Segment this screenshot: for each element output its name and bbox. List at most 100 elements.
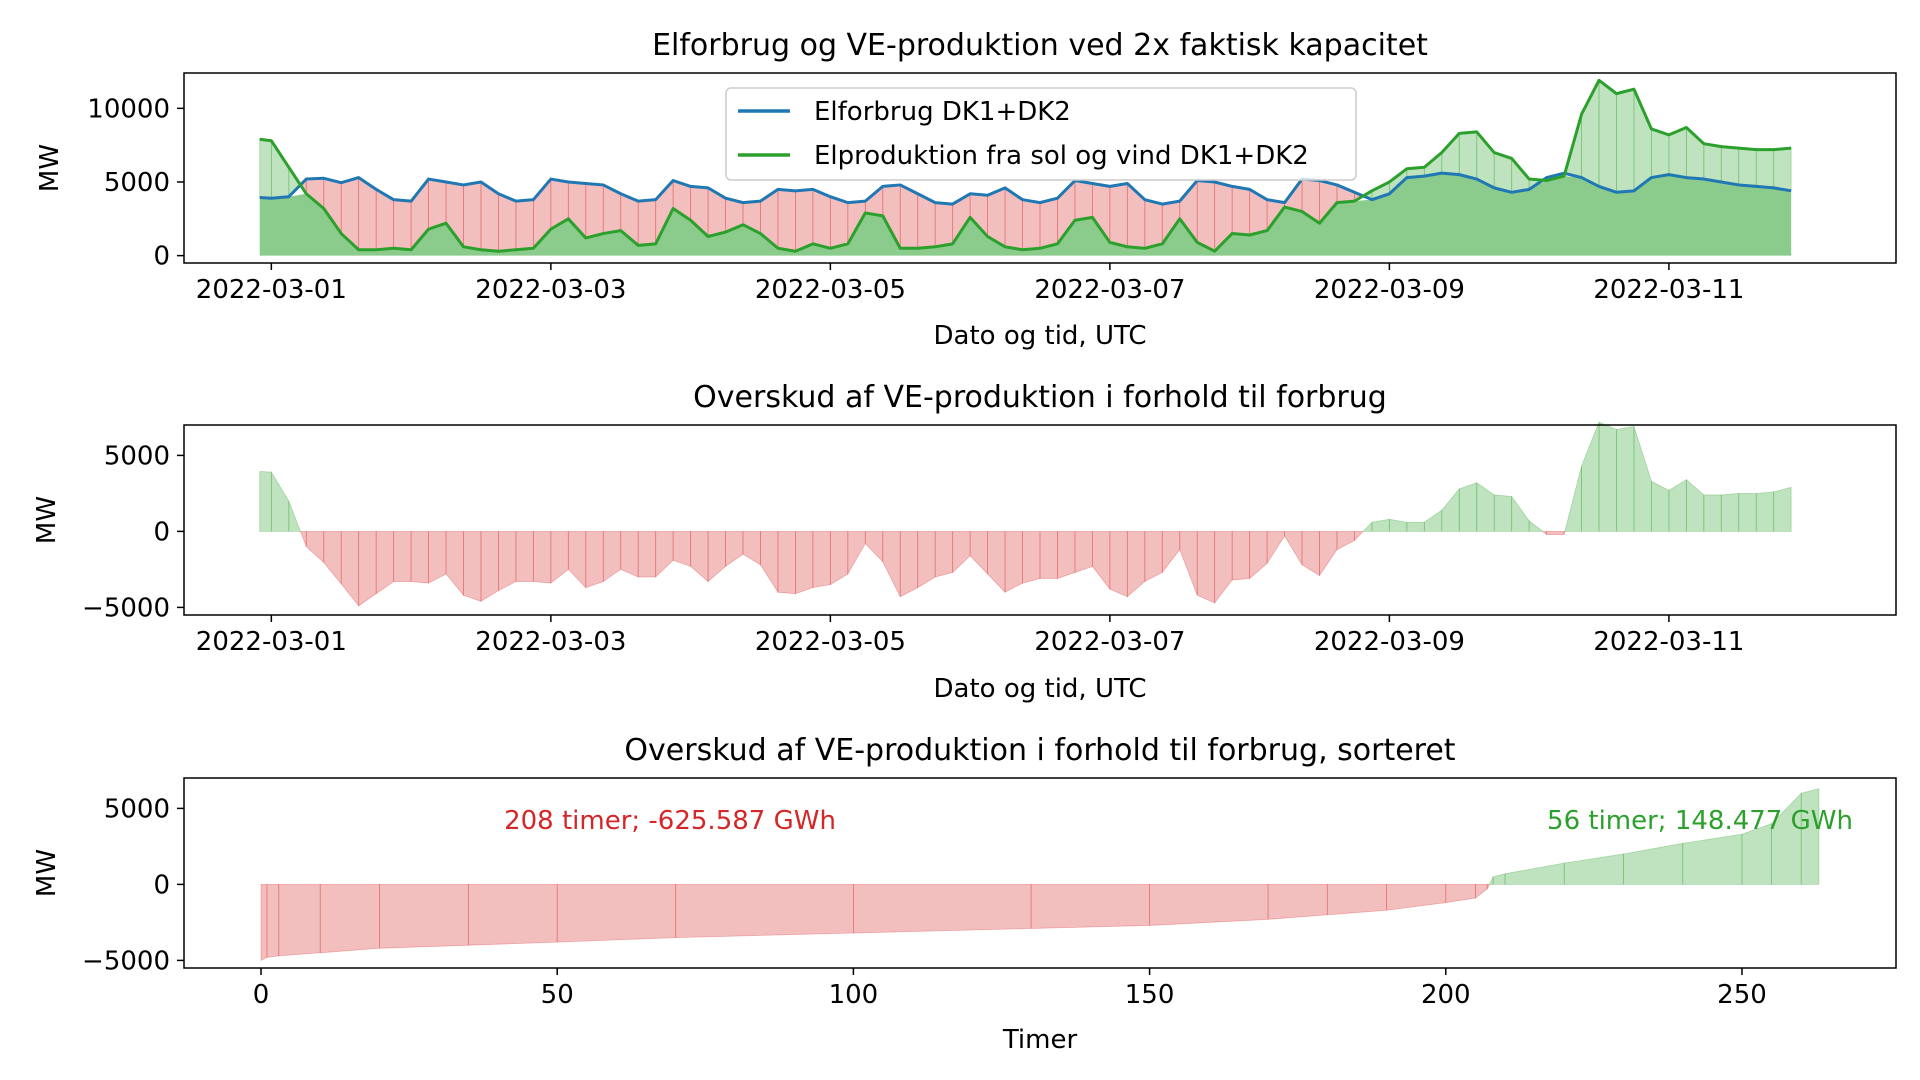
p3-fill-9-0 [1030,884,1150,929]
p3-fill-4-0 [379,884,469,949]
p1-fill-14-0 [498,193,517,252]
p2-fill-39-0 [934,531,954,578]
p1-fill-19-0 [585,183,604,239]
p2-fill-81-0 [1668,479,1687,532]
p2-fill-26-0 [707,531,726,583]
p2-fill-20-0 [602,531,622,583]
p1-ytick-label-2: 5000 [104,441,170,471]
p2-fill-30-0 [777,531,796,595]
legend-label-production: Elproduktion fra sol og vind DK1+DK2 [814,141,1309,171]
p1-ytick-label-0: −5000 [82,593,170,623]
p2-fill-46-0 [1057,531,1076,580]
p2-fill-7-0 [375,531,395,595]
p3-fill-3-0 [319,884,380,954]
p1-fill-8-0 [393,199,412,251]
p2-fill-18-0 [567,531,587,589]
p1-fill-37-0 [899,184,919,249]
p2-fill-56-0 [1231,531,1251,581]
p2-xtick-label-3: 2022-03-07 [1034,627,1185,657]
p2-fill-31-0 [795,531,814,595]
p1-fill-86-0 [1755,149,1775,189]
p2-fill-45-0 [1039,531,1058,579]
p3-fill-0-0 [260,884,268,962]
p3-fill-22-0 [1741,823,1772,885]
p2-fill-33-0 [829,531,849,586]
p3-fill-20-0 [1623,842,1684,885]
p3-fill-23-0 [1771,792,1802,885]
p1-fill-10-0 [428,178,447,230]
p1-fill-32-0 [812,188,831,249]
p3-fill-5-0 [467,884,558,946]
p3-fill-11-0 [1267,884,1328,920]
p2-fill-41-0 [969,531,988,575]
p2-fill-48-0 [1092,531,1111,591]
p1-fill-1-0 [270,139,290,199]
p2-fill-55-0 [1214,531,1233,605]
p1-ytick-label-1: 0 [153,517,170,547]
p3-fill-13-0 [1386,884,1447,911]
p2-fill-34-0 [847,531,866,576]
p3-xtick-label-5: 250 [1717,980,1767,1010]
p2-fill-80-0 [1651,480,1670,532]
p2-xtick-label-0: 2022-03-01 [196,627,347,657]
p2-fill-29-0 [760,531,779,594]
p2-fill-79-0 [1633,426,1652,532]
panel1-covered-area [259,173,1792,256]
p2-fill-24-0 [672,531,692,567]
p1-fill-35-0 [864,185,884,217]
p1-fill-45-0 [1039,197,1058,249]
p1-fill-15-0 [515,199,534,251]
p2-fill-2-1 [299,531,307,547]
panel2-xlabel: Dato og tid, UTC [934,674,1147,704]
p2-fill-52-0 [1161,531,1181,574]
p0-ytick-label-2: 10000 [87,94,170,124]
p2-fill-1-0 [270,470,290,532]
p2-fill-32-0 [812,531,831,589]
p2-fill-6-0 [358,531,377,607]
p2-fill-5-0 [340,531,360,608]
p2-fill-37-0 [899,531,919,598]
p1-xtick-label-4: 2022-03-09 [1314,275,1465,305]
p2-fill-35-0 [864,531,884,563]
p2-fill-75-0 [1563,531,1566,535]
p2-xtick-label-5: 2022-03-11 [1593,627,1744,657]
p2-fill-76-0 [1581,421,1600,532]
panel3-xlabel: Timer [1002,1025,1078,1055]
p3-fill-21-0 [1682,833,1743,885]
p1-fill-0-0 [259,138,272,199]
p2-fill-65-0 [1388,518,1408,532]
panel3-frame [183,777,1897,969]
p2-ytick-label-0: −5000 [82,946,170,976]
p2-fill-57-0 [1249,531,1268,580]
panel1-frame [183,72,1897,264]
p2-fill-67-0 [1423,509,1443,532]
p2-fill-70-0 [1476,481,1495,532]
p3-fill-6-0 [556,884,677,943]
p1-fill-44-0 [1022,199,1041,251]
p2-fill-43-0 [1004,531,1023,593]
legend-label-consumption: Elforbrug DK1+DK2 [814,97,1071,127]
p3-xtick-label-2: 100 [829,980,879,1010]
p2-xtick-label-4: 2022-03-09 [1314,627,1465,657]
p1-fill-80-0 [1651,128,1670,179]
p1-fill-87-0 [1773,147,1792,192]
p1-fill-12-0 [463,181,482,251]
p2-fill-63-1 [1362,521,1373,532]
p2-fill-38-0 [917,531,936,589]
p1-fill-83-0 [1703,143,1722,183]
legend: Elforbrug DK1+DK2 Elproduktion fra sol o… [725,87,1357,181]
p2-ytick-label-1: 0 [153,870,170,900]
p1-fill-31-0 [795,188,814,252]
p2-fill-47-0 [1074,531,1093,574]
p3-xtick-label-3: 150 [1125,980,1175,1010]
p3-fill-8-0 [852,884,1032,934]
panel3-title: Overskud af VE-produktion i forhold til … [624,733,1455,768]
panel3-ylabel: MW [32,849,62,897]
p1-fill-85-0 [1738,147,1757,187]
p1-xtick-label-3: 2022-03-07 [1034,275,1185,305]
p2-fill-27-0 [725,531,744,568]
p2-fill-16-0 [532,531,552,584]
p2-fill-82-0 [1685,478,1705,532]
p2-fill-49-0 [1109,531,1128,598]
consumption-line [259,171,1792,206]
